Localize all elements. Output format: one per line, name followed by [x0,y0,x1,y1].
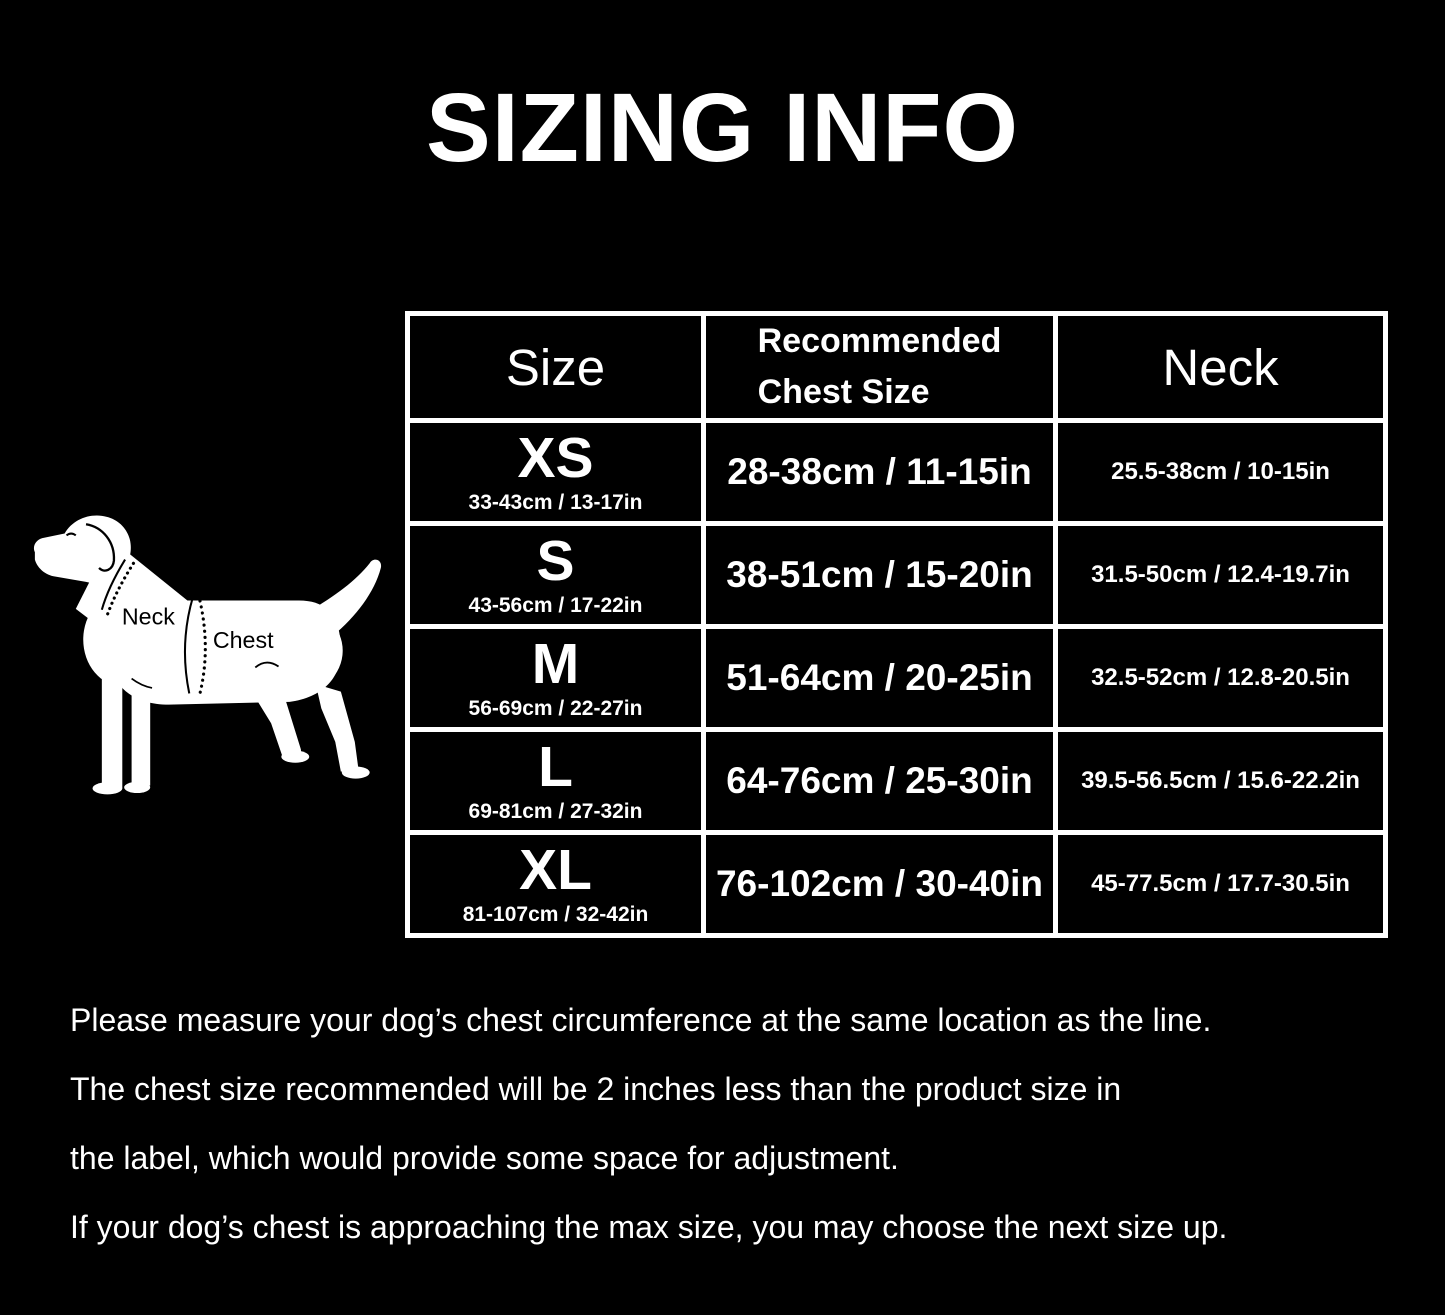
dog-head [33,515,131,584]
dog-elbow-line [131,677,153,689]
size-cell-xs: XS 33-43cm / 13-17in [405,418,706,526]
dog-front-leg-near [101,669,123,789]
dog-rear-leg-far [315,684,359,772]
size-sublabel: 33-43cm / 13-17in [468,490,643,514]
size-label: XS [517,425,594,490]
dog-stifle-line [254,661,280,669]
sizing-table: Size Recommended Chest Size Neck XS 33-4… [405,311,1388,938]
chest-cell-m: 51-64cm / 20-25in [701,624,1058,732]
table-header-row: Size Recommended Chest Size Neck [405,311,1388,423]
chest-cell-l: 64-76cm / 25-30in [701,727,1058,835]
table-row-xs: XS 33-43cm / 13-17in 28-38cm / 11-15in 2… [405,418,1388,526]
neck-cell-m: 32.5-52cm / 12.8-20.5in [1053,624,1388,732]
dog-front-leg-far [131,673,151,786]
page-title: SIZING INFO [426,73,1019,182]
dog-rear-paw-far [341,766,370,779]
size-label: L [538,734,573,799]
neck-cell-xs: 25.5-38cm / 10-15in [1053,418,1388,526]
size-sublabel: 69-81cm / 27-32in [468,799,643,823]
chest-line-dotted [196,593,207,697]
note-line-1: Please measure your dog’s chest circumfe… [70,1002,1212,1038]
dog-ear-line [85,523,116,572]
size-label: S [536,528,575,593]
dog-rear-leg-near [256,687,302,759]
column-header-neck: Neck [1053,311,1388,423]
neck-cell-xl: 45-77.5cm / 17.7-30.5in [1053,830,1388,938]
column-header-chest: Recommended Chest Size [701,311,1058,423]
dog-eye-line [65,532,77,537]
size-label: XL [519,837,592,902]
dog-rear-paw-near [281,750,310,763]
chest-cell-xl: 76-102cm / 30-40in [701,830,1058,938]
size-sublabel: 43-56cm / 17-22in [468,593,643,617]
chest-cell-xs: 28-38cm / 11-15in [701,418,1058,526]
chest-line-solid [184,596,194,694]
size-cell-xl: XL 81-107cm / 32-42in [405,830,706,938]
dog-front-paw-near [92,782,123,795]
neck-label: Neck [122,604,175,630]
table-row-s: S 43-56cm / 17-22in 38-51cm / 15-20in 31… [405,521,1388,629]
neck-line-solid [100,559,126,611]
size-sublabel: 81-107cm / 32-42in [462,902,649,926]
chest-label: Chest [213,627,274,653]
neck-cell-l: 39.5-56.5cm / 15.6-22.2in [1053,727,1388,835]
column-header-chest-line2: Chest Size [757,373,930,411]
neck-line-dotted [104,561,136,619]
dog-silhouette-illustration: Neck Chest [30,515,382,795]
note-line-2: The chest size recommended will be 2 inc… [70,1071,1122,1107]
dog-front-paw-far [124,781,151,793]
chest-cell-s: 38-51cm / 15-20in [701,521,1058,629]
note-line-3: the label, which would provide some spac… [70,1140,899,1176]
dog-rear-thigh [245,606,343,696]
table-row-xl: XL 81-107cm / 32-42in 76-102cm / 30-40in… [405,830,1388,938]
column-header-size: Size [405,311,706,423]
note-line-4: If your dog’s chest is approaching the m… [70,1209,1228,1245]
size-cell-m: M 56-69cm / 22-27in [405,624,706,732]
table-row-m: M 56-69cm / 22-27in 51-64cm / 20-25in 32… [405,624,1388,732]
neck-cell-s: 31.5-50cm / 12.4-19.7in [1053,521,1388,629]
size-sublabel: 56-69cm / 22-27in [468,696,643,720]
dog-nose-line [30,549,34,558]
dog-measurement-diagram: Neck Chest [20,510,392,810]
size-cell-s: S 43-56cm / 17-22in [405,521,706,629]
size-cell-l: L 69-81cm / 27-32in [405,727,706,835]
table-row-l: L 69-81cm / 27-32in 64-76cm / 25-30in 39… [405,727,1388,835]
size-label: M [531,631,580,696]
measurement-notes: Please measure your dog’s chest circumfe… [70,1004,1420,1280]
column-header-chest-line1: Recommended [757,322,1002,360]
